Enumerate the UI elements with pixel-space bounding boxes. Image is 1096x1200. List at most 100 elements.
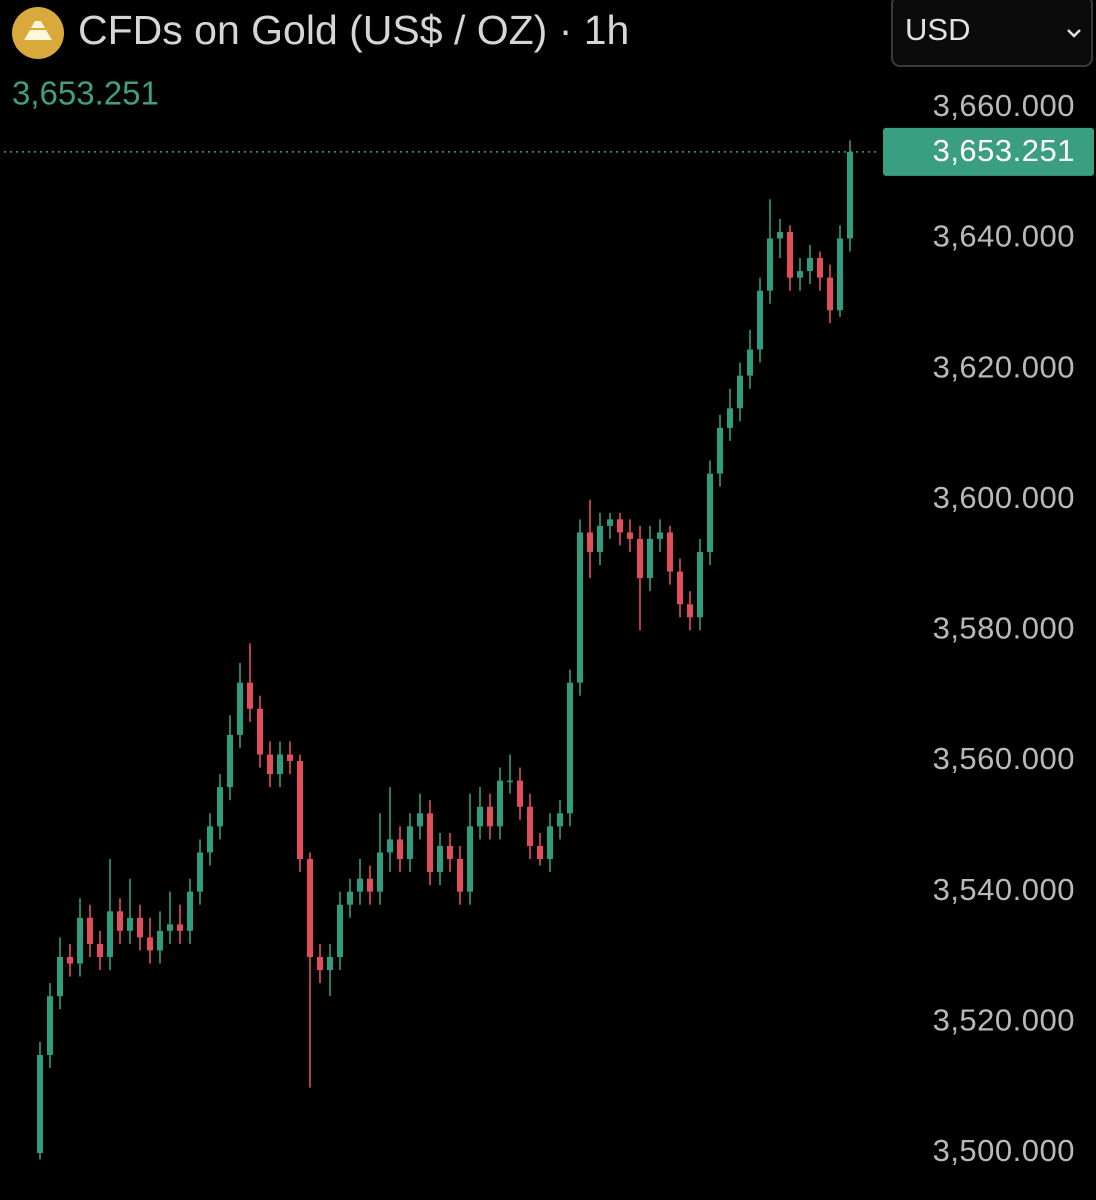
candle-body — [597, 525, 603, 552]
candle-body — [587, 532, 593, 552]
candle-body — [817, 258, 823, 278]
candle-body — [57, 956, 63, 997]
dropdown-caret[interactable] — [1067, 29, 1081, 38]
y-tick-label: 3,660.000 — [933, 88, 1075, 123]
candle-body — [747, 349, 753, 376]
candle-body — [287, 754, 293, 762]
candle-body — [407, 826, 413, 860]
candle-body — [617, 519, 623, 533]
candle-body — [67, 956, 73, 964]
candles — [37, 140, 853, 1160]
candle-body — [507, 780, 513, 783]
candle-body — [77, 917, 83, 964]
candle-body — [807, 258, 813, 272]
candle-body — [577, 532, 583, 683]
candle-body — [547, 826, 553, 860]
candle-body — [827, 277, 833, 311]
candle-body — [377, 852, 383, 892]
candle-body — [847, 151, 853, 239]
chart-title: CFDs on Gold (US$ / OZ) · 1h — [78, 7, 629, 53]
candle-body — [417, 813, 423, 827]
symbol-icon — [12, 7, 64, 59]
candle-body — [447, 845, 453, 860]
candle-body — [277, 754, 283, 775]
candle-body — [177, 924, 183, 931]
candle-body — [247, 682, 253, 709]
candle-body — [37, 1054, 43, 1153]
y-tick-label: 3,500.000 — [933, 1133, 1075, 1168]
candle-body — [97, 943, 103, 957]
candle-body — [477, 806, 483, 827]
candle-body — [697, 551, 703, 618]
y-tick-label: 3,600.000 — [933, 480, 1075, 515]
candle-body — [757, 290, 763, 350]
candle-body — [207, 826, 213, 853]
candle-body — [387, 839, 393, 853]
candle-body — [627, 532, 633, 539]
last-price-badge — [883, 127, 1094, 176]
dropdown-value[interactable]: USD — [905, 12, 970, 47]
candle-body — [777, 231, 783, 239]
candle-body — [307, 859, 313, 957]
candle-body — [537, 845, 543, 860]
candle-body — [217, 787, 223, 827]
candle-body — [677, 571, 683, 605]
candle-body — [487, 806, 493, 827]
candle-body — [607, 519, 613, 526]
candle-body — [787, 231, 793, 278]
candle-body — [437, 845, 443, 873]
candle-body — [187, 891, 193, 931]
candle-body — [837, 238, 843, 311]
candle-body — [767, 238, 773, 291]
candle-body — [87, 917, 93, 944]
candle-body — [127, 917, 133, 931]
last-price-axis-label: 3,653.251 — [933, 133, 1075, 168]
candle-body — [667, 532, 673, 572]
candle-body — [327, 956, 333, 971]
candle-body — [297, 761, 303, 860]
candle-body — [147, 937, 153, 951]
candle-body — [737, 375, 743, 409]
candle-body — [647, 538, 653, 579]
candle-body — [557, 813, 563, 827]
candle-body — [337, 904, 343, 957]
candle-body — [357, 878, 363, 892]
candle-body — [167, 924, 173, 931]
candle-body — [517, 780, 523, 807]
candle-body — [367, 878, 373, 892]
y-tick-label: 3,580.000 — [933, 611, 1075, 646]
candle-body — [137, 917, 143, 938]
last-price: 3,653.251 — [12, 75, 159, 112]
y-tick-label: 3,620.000 — [933, 349, 1075, 384]
candle-body — [257, 708, 263, 755]
candle-body — [527, 806, 533, 846]
y-tick-label: 3,640.000 — [933, 219, 1075, 254]
candle-body — [397, 839, 403, 860]
candle-body — [427, 813, 433, 873]
candle-body — [267, 754, 273, 775]
candle-body — [637, 538, 643, 579]
candle-body — [117, 911, 123, 931]
candle-body — [347, 891, 353, 905]
candle-body — [727, 408, 733, 428]
candle-body — [47, 996, 53, 1055]
dropdown-box[interactable] — [891, 0, 1093, 67]
candle-body — [657, 532, 663, 539]
candle-body — [237, 682, 243, 735]
candle-body — [467, 826, 473, 892]
candle-body — [717, 427, 723, 474]
candle-body — [107, 911, 113, 957]
y-tick-label: 3,540.000 — [933, 872, 1075, 907]
candle-body — [687, 604, 693, 618]
candle-body — [457, 859, 463, 892]
currency-dropdown[interactable]: USD — [891, 0, 1093, 67]
candle-body — [497, 780, 503, 827]
candle-body — [157, 930, 163, 951]
candle-body — [227, 734, 233, 788]
candle-body — [317, 956, 323, 971]
y-tick-label: 3,560.000 — [933, 741, 1075, 776]
candle-body — [797, 271, 803, 278]
candle-body — [567, 682, 573, 814]
